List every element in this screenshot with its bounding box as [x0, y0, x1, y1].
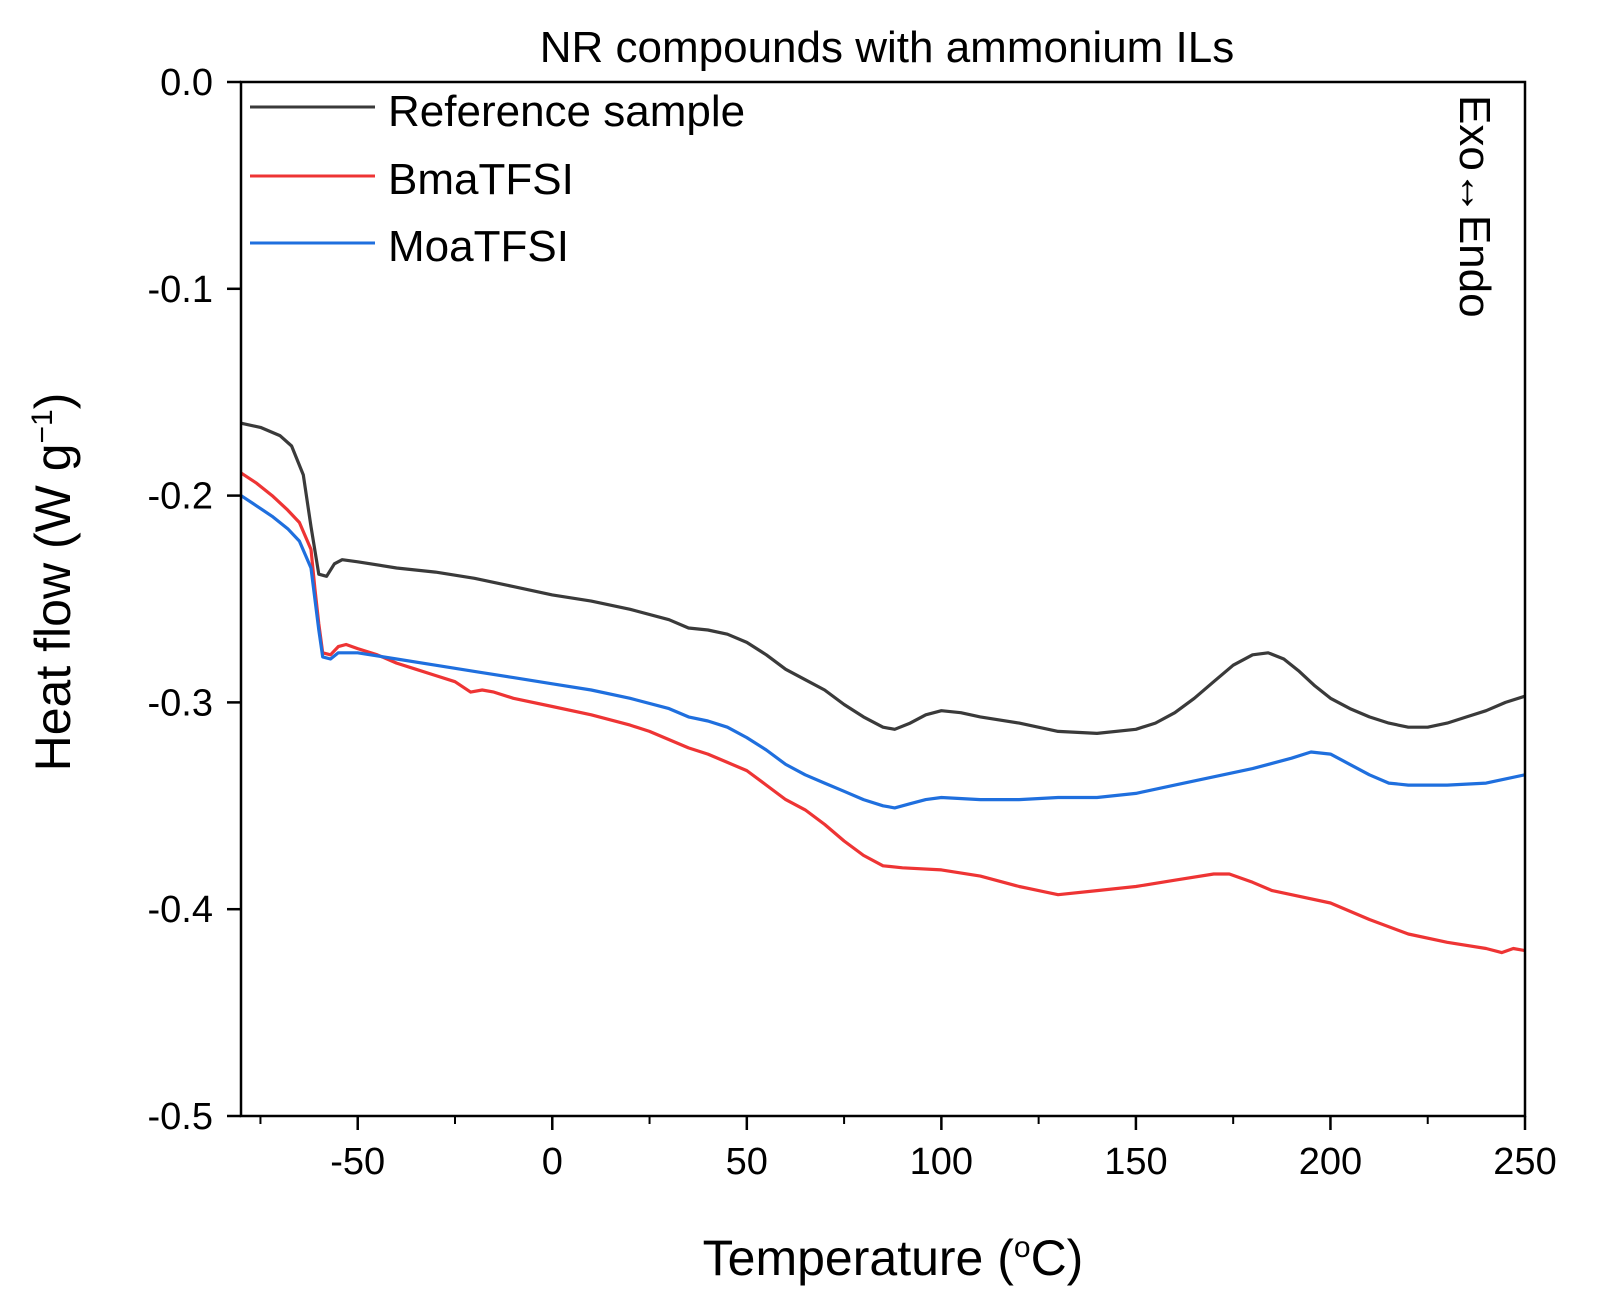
x-tick-label: 100 — [910, 1141, 973, 1183]
x-tick-label: 150 — [1104, 1141, 1167, 1183]
legend-label-bmatfsi: BmaTFSI — [388, 155, 574, 204]
y-axis-title: Heat flow (W g−1) — [25, 393, 81, 772]
series-line-moatfsi — [240, 494, 1526, 810]
x-tick-label: 200 — [1299, 1141, 1362, 1183]
x-tick-label: 250 — [1493, 1141, 1556, 1183]
series-layer — [240, 421, 1526, 955]
x-tick-label: 0 — [542, 1141, 563, 1183]
legend: Reference sample BmaTFSI MoaTFSI — [250, 87, 745, 271]
x-tick-label: 50 — [726, 1141, 768, 1183]
y-tick-label: -0.3 — [148, 682, 213, 724]
series-line-reference-sample — [240, 421, 1526, 735]
x-tick-label: -50 — [330, 1141, 385, 1183]
legend-label-moatfsi: MoaTFSI — [388, 222, 569, 271]
axis-ticks: -50 0 50 100 150 200 250 0.0 -0.1 -0.2 -0.3 -0.4 -0.… — [148, 62, 1557, 1183]
exo-endo-annotation: Exo↔Endo — [1450, 95, 1499, 318]
y-tick-label: -0.5 — [148, 1096, 213, 1138]
y-tick-label: -0.1 — [148, 269, 213, 311]
chart-title: NR compounds with ammonium ILs — [540, 23, 1234, 72]
y-tick-label: -0.4 — [148, 889, 213, 931]
series-line-bmatfsi — [240, 471, 1526, 955]
plot-frame — [239, 80, 1527, 1118]
y-tick-label: 0.0 — [160, 62, 213, 104]
y-tick-label: -0.2 — [148, 476, 213, 518]
legend-label-reference-sample: Reference sample — [388, 87, 745, 136]
x-axis-title: Temperature (oC) — [703, 1230, 1084, 1286]
